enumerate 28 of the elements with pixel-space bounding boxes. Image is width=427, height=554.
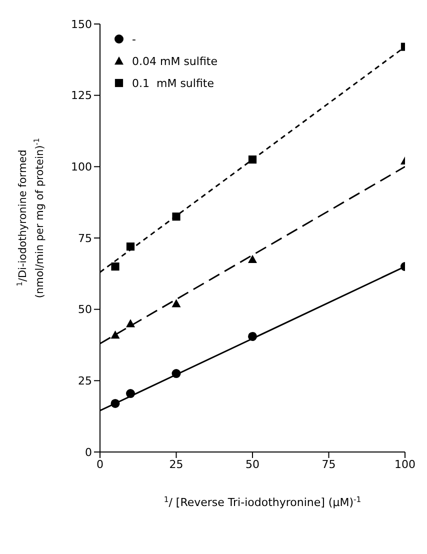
legend-label: -: [132, 32, 136, 46]
x-tick-label: 75: [322, 458, 336, 471]
y-tick-label: 25: [78, 374, 92, 388]
point: [126, 242, 135, 251]
x-tick-label: 0: [96, 458, 104, 471]
legend-label: 0.1 mM sulfite: [132, 76, 214, 90]
point: [172, 299, 181, 308]
x-tick-label: 50: [246, 458, 260, 471]
point: [110, 330, 120, 339]
x-axis-title: $^{1}$/ [Reverse Tri-iodothyronine] (μM)$^{-1}$: [164, 494, 362, 509]
point: [111, 262, 120, 271]
y-tick-label: 0: [85, 446, 92, 459]
point: [172, 369, 181, 378]
point: [248, 332, 257, 341]
x-tick-label: 25: [169, 458, 184, 471]
y-tick-label: 50: [78, 303, 92, 316]
point: [172, 212, 180, 221]
legend-label: 0.04 mM sulfite: [132, 54, 218, 68]
x-tick-label: 100: [394, 458, 416, 471]
point: [248, 254, 257, 263]
y-tick-label: 75: [78, 232, 92, 245]
y-tick-label: 150: [71, 18, 92, 31]
y-tick-label: 100: [71, 160, 92, 174]
point: [126, 389, 135, 398]
point: [248, 155, 257, 164]
y-tick-label: 125: [71, 89, 92, 102]
point: [126, 319, 135, 328]
point: [110, 398, 120, 408]
